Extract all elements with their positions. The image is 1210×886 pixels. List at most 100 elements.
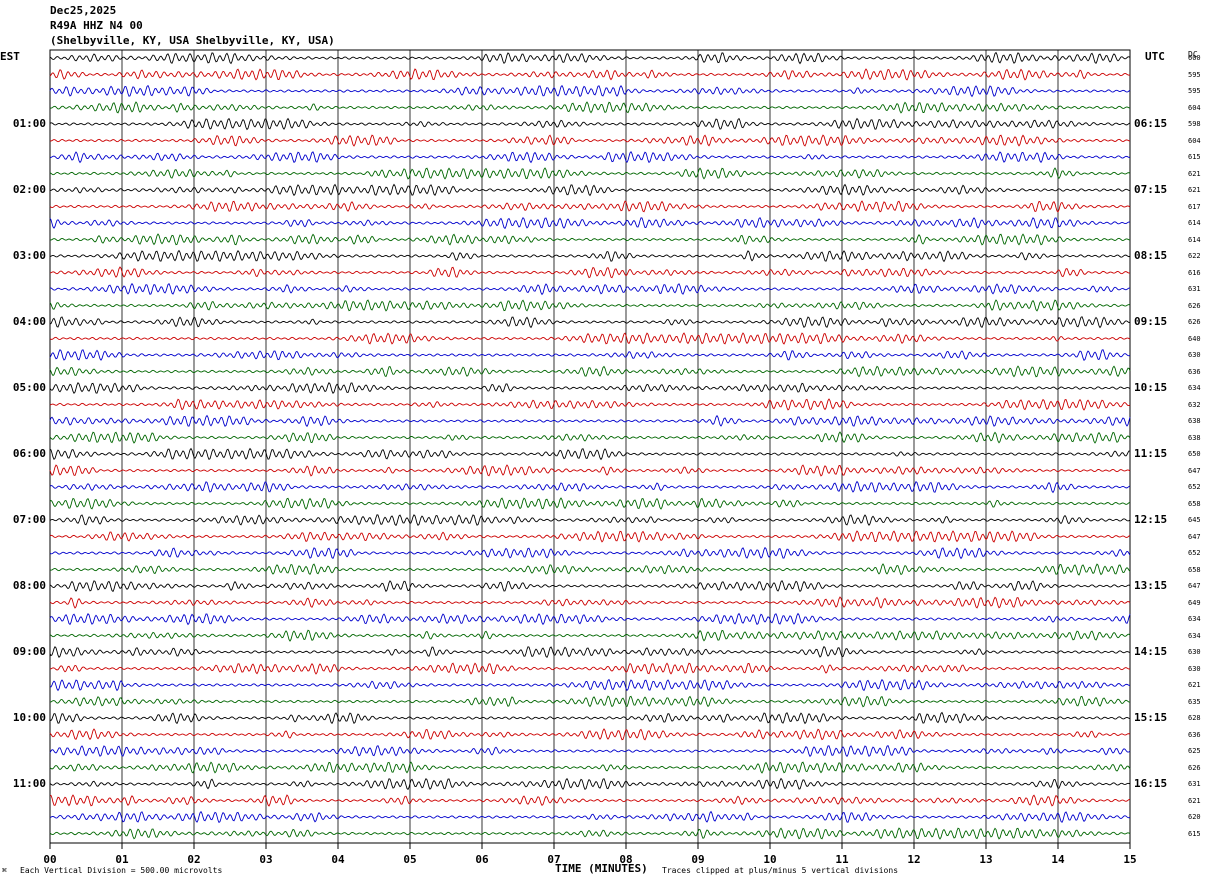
right-hour-label: 09:15 [1134, 315, 1168, 328]
dc-offset-value: 636 [1188, 730, 1201, 739]
left-hour-label: 09:00 [12, 645, 46, 658]
right-hour-label: 14:15 [1134, 645, 1168, 658]
station-code: R49A HHZ N4 00 [50, 19, 143, 32]
scale-note: Each Vertical Division = 500.00 microvol… [20, 866, 223, 875]
seismic-trace [49, 150, 1131, 164]
seismic-trace [49, 745, 1131, 758]
dc-offset-value: 604 [1188, 103, 1201, 112]
dc-offset-value: 626 [1188, 301, 1201, 310]
right-hour-label: 15:15 [1134, 711, 1168, 724]
right-hour-label: 10:15 [1134, 381, 1168, 394]
dc-offset-value: 604 [1188, 136, 1201, 145]
x-tick-label: 07 [547, 853, 561, 866]
x-tick-label: 02 [187, 853, 201, 866]
dc-offset-value: 595 [1188, 70, 1201, 79]
seismic-trace [49, 101, 1131, 114]
corner-mark: ⌘ [2, 866, 7, 875]
x-axis-label: TIME (MINUTES) [555, 862, 648, 875]
left-hour-label: 02:00 [12, 183, 46, 196]
seismic-trace [49, 464, 1131, 477]
dc-offset-value: 630 [1188, 648, 1201, 656]
seismic-trace [49, 596, 1131, 609]
dc-offset-value: 638 [1188, 417, 1201, 425]
right-hour-label: 13:15 [1134, 579, 1168, 592]
record-date: Dec25,2025 [50, 4, 117, 17]
dc-offset-value: 625 [1188, 747, 1201, 755]
dc-offset-value: 615 [1188, 829, 1201, 838]
left-hour-label: 03:00 [12, 249, 46, 262]
dc-offset-value: 631 [1188, 780, 1201, 788]
x-tick-label: 13 [979, 853, 993, 866]
dc-offset-value: 630 [1188, 664, 1201, 673]
dc-offset-value: 621 [1188, 169, 1201, 178]
dc-offset-value: 598 [1188, 120, 1201, 128]
seismic-trace [49, 348, 1131, 361]
dc-offset-value: 649 [1188, 598, 1201, 607]
dc-offset-value: 600 [1188, 54, 1201, 62]
seismic-trace [49, 282, 1131, 296]
left-timezone-label: EST [0, 50, 20, 63]
seismic-trace [49, 382, 1131, 395]
dc-offset-value: 595 [1188, 87, 1201, 95]
dc-offset-value: 628 [1188, 714, 1201, 722]
seismic-trace [49, 695, 1131, 708]
x-tick-label: 10 [763, 853, 777, 866]
x-tick-label: 09 [691, 853, 705, 866]
dc-offset-value: 635 [1188, 697, 1201, 706]
seismic-trace [49, 530, 1131, 543]
seismic-trace [49, 316, 1131, 329]
time-grid [49, 49, 1131, 849]
left-hour-label: 11:00 [12, 777, 46, 790]
seismic-trace [49, 563, 1131, 576]
dc-offset-value: 621 [1188, 186, 1201, 194]
dc-offset-value: 626 [1188, 763, 1201, 772]
x-tick-label: 06 [475, 853, 489, 866]
x-tick-label: 04 [331, 853, 345, 866]
station-location: (Shelbyville, KY, USA Shelbyville, KY, U… [50, 34, 335, 47]
seismic-trace [49, 678, 1131, 692]
dc-offset-value: 626 [1188, 318, 1201, 326]
right-hour-label: 12:15 [1134, 513, 1168, 526]
seismic-trace [49, 810, 1131, 824]
right-hour-label: 06:15 [1134, 117, 1168, 130]
seismic-trace [49, 728, 1131, 741]
seismic-trace [49, 414, 1131, 428]
dc-offset-value: 621 [1188, 681, 1201, 689]
dc-offset-value: 652 [1188, 483, 1201, 491]
left-hour-label: 01:00 [12, 117, 46, 130]
left-hour-label: 04:00 [12, 315, 46, 328]
dc-offset-value: 634 [1188, 631, 1201, 640]
dc-offset-value: 614 [1188, 235, 1201, 244]
seismic-trace [49, 827, 1131, 840]
seismic-trace [49, 629, 1131, 642]
seismic-trace [49, 299, 1131, 312]
dc-offset-value: 647 [1188, 582, 1201, 590]
seismic-trace [49, 332, 1131, 345]
x-tick-label: 00 [43, 853, 57, 866]
dc-offset-value: 615 [1188, 153, 1201, 161]
right-hour-label: 07:15 [1134, 183, 1168, 196]
dc-offset-value: 640 [1188, 334, 1201, 343]
plot-frame [49, 49, 1131, 844]
x-tick-label: 12 [907, 853, 921, 866]
seismic-trace [49, 777, 1131, 791]
x-tick-label: 15 [1123, 853, 1137, 866]
seismic-trace [49, 117, 1131, 131]
clip-note: Traces clipped at plus/minus 5 vertical … [662, 866, 899, 875]
seismic-trace [49, 497, 1131, 510]
seismic-trace [49, 398, 1131, 411]
x-tick-label: 11 [835, 853, 849, 866]
dc-offset-value: 631 [1188, 285, 1201, 293]
seismic-trace [49, 183, 1131, 197]
x-tick-label: 01 [115, 853, 129, 866]
left-hour-label: 07:00 [12, 513, 46, 526]
left-hour-label: 06:00 [12, 447, 46, 460]
seismic-trace [49, 266, 1131, 279]
dc-offset-value: 658 [1188, 565, 1201, 574]
seismic-trace [49, 447, 1131, 461]
seismic-trace [49, 134, 1131, 147]
dc-offset-value: 616 [1188, 268, 1201, 277]
seismic-trace [49, 546, 1131, 560]
dc-offset-value: 652 [1188, 549, 1201, 557]
